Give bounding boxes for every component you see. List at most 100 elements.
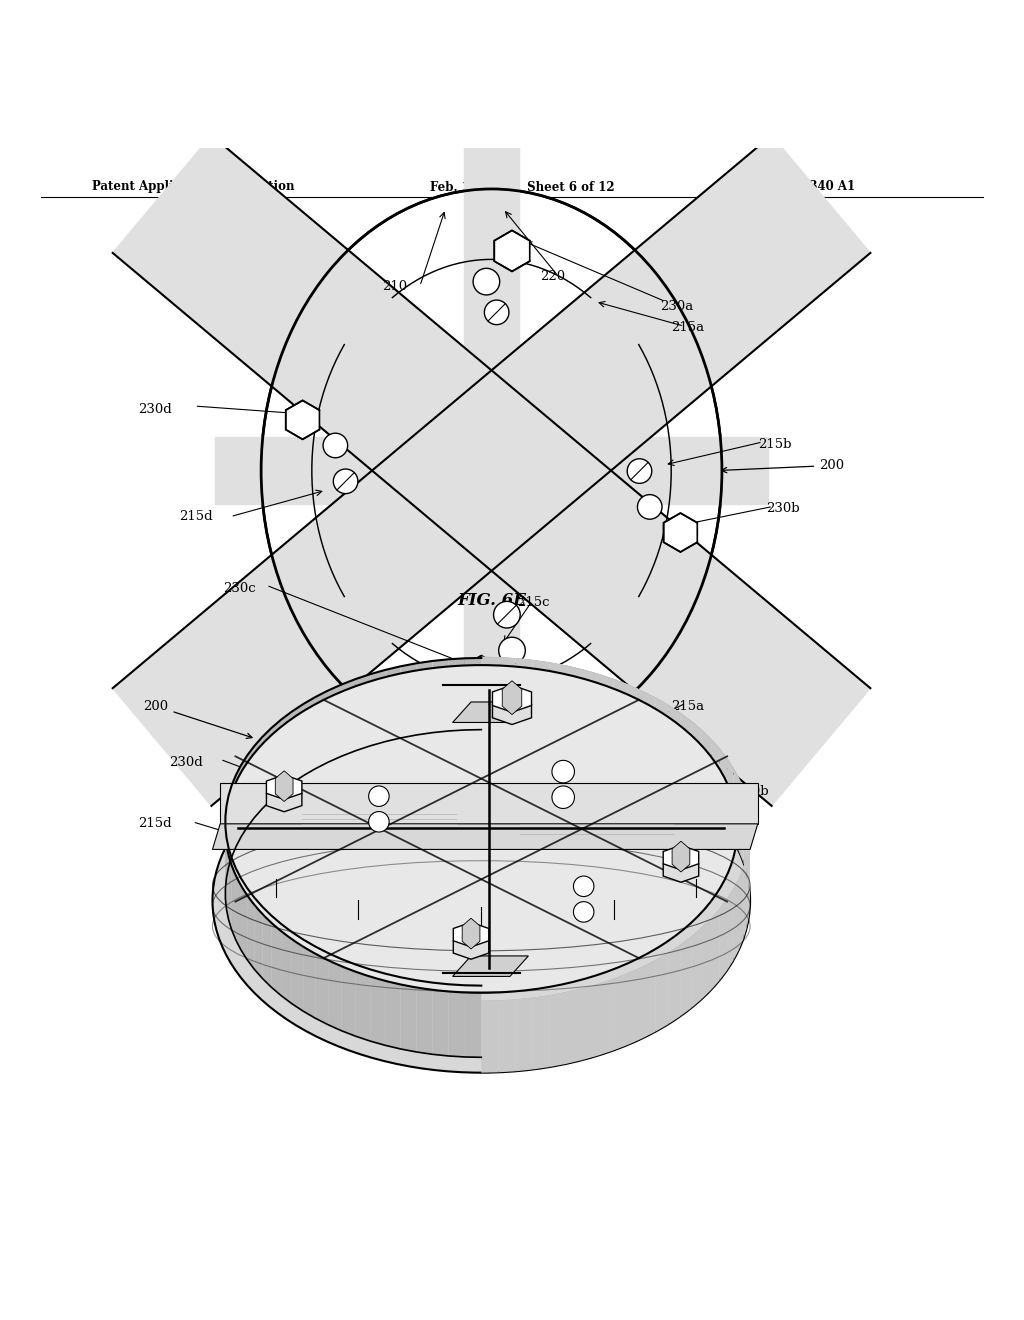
Polygon shape [465,985,481,1057]
Circle shape [573,876,594,896]
Polygon shape [680,936,691,1016]
Polygon shape [598,979,613,1056]
Text: 230c: 230c [223,582,256,595]
Circle shape [473,268,500,294]
Polygon shape [749,812,750,895]
Ellipse shape [603,919,626,933]
Circle shape [573,902,594,923]
Text: 215b: 215b [758,438,792,451]
Polygon shape [701,919,711,999]
Circle shape [627,459,651,483]
Polygon shape [664,858,698,882]
Polygon shape [453,956,528,977]
Polygon shape [400,977,417,1052]
Circle shape [552,785,574,808]
Polygon shape [743,791,746,874]
Text: 215c: 215c [338,932,371,945]
Polygon shape [355,965,371,1041]
Circle shape [369,812,389,832]
Polygon shape [315,690,328,768]
Text: FIG. 6F: FIG. 6F [447,999,515,1016]
Polygon shape [464,656,499,697]
Polygon shape [385,974,400,1049]
Polygon shape [481,657,499,729]
Polygon shape [432,659,449,733]
Text: 230a: 230a [660,300,693,313]
Text: Patent Application Publication: Patent Application Publication [92,181,295,194]
Circle shape [552,760,574,783]
Polygon shape [583,669,598,746]
Polygon shape [462,919,480,949]
Polygon shape [464,132,519,808]
Polygon shape [628,685,642,763]
Ellipse shape [685,898,708,911]
Polygon shape [583,983,598,1060]
Text: 230d: 230d [169,756,203,768]
Polygon shape [749,834,750,917]
Polygon shape [720,899,727,981]
Text: FIG. 6E: FIG. 6E [457,593,526,609]
Polygon shape [417,981,432,1055]
Text: 215a: 215a [671,700,703,713]
Polygon shape [613,678,628,756]
Polygon shape [691,928,701,1008]
Circle shape [637,495,662,519]
Ellipse shape [265,898,288,911]
Polygon shape [212,824,758,850]
Text: US 2016/0045340 A1: US 2016/0045340 A1 [717,181,855,194]
Text: 215c: 215c [517,597,550,609]
Polygon shape [228,785,231,867]
Polygon shape [598,675,613,751]
Polygon shape [493,697,531,725]
Polygon shape [241,878,247,960]
Polygon shape [465,657,481,730]
Polygon shape [226,837,228,920]
Polygon shape [727,759,733,841]
Polygon shape [262,729,271,809]
Text: 215d: 215d [179,510,213,523]
Polygon shape [502,681,522,714]
Text: 210: 210 [538,935,563,948]
Polygon shape [454,923,488,946]
Polygon shape [113,135,870,805]
Polygon shape [342,678,355,756]
Text: 215b: 215b [712,884,745,896]
Polygon shape [385,667,400,742]
Polygon shape [231,775,236,857]
Text: 215d: 215d [138,817,172,830]
Polygon shape [655,698,669,777]
Polygon shape [701,730,711,812]
Text: 230b: 230b [766,502,800,515]
Polygon shape [271,719,282,800]
Polygon shape [400,664,417,738]
Circle shape [369,785,389,807]
Polygon shape [315,946,328,1024]
Polygon shape [711,739,720,821]
Polygon shape [449,985,465,1057]
Text: 230c: 230c [215,899,248,912]
Polygon shape [672,841,690,873]
Polygon shape [495,231,529,272]
Polygon shape [266,787,302,812]
Polygon shape [371,969,385,1045]
Text: 230d: 230d [138,403,172,416]
Text: 200: 200 [722,459,845,473]
Text: 230a: 230a [579,682,611,696]
Text: 220: 220 [435,940,461,953]
Text: 210: 210 [382,280,407,293]
Polygon shape [655,953,669,1032]
Circle shape [484,300,509,325]
Polygon shape [220,783,758,824]
Polygon shape [532,660,550,734]
Polygon shape [453,702,528,722]
Polygon shape [499,657,516,730]
Ellipse shape [347,919,370,933]
Polygon shape [743,857,746,939]
Text: 220: 220 [541,269,565,282]
Polygon shape [241,755,247,837]
Polygon shape [739,867,743,949]
Polygon shape [225,807,226,888]
Polygon shape [613,973,628,1051]
Polygon shape [454,935,488,960]
Polygon shape [355,675,371,751]
